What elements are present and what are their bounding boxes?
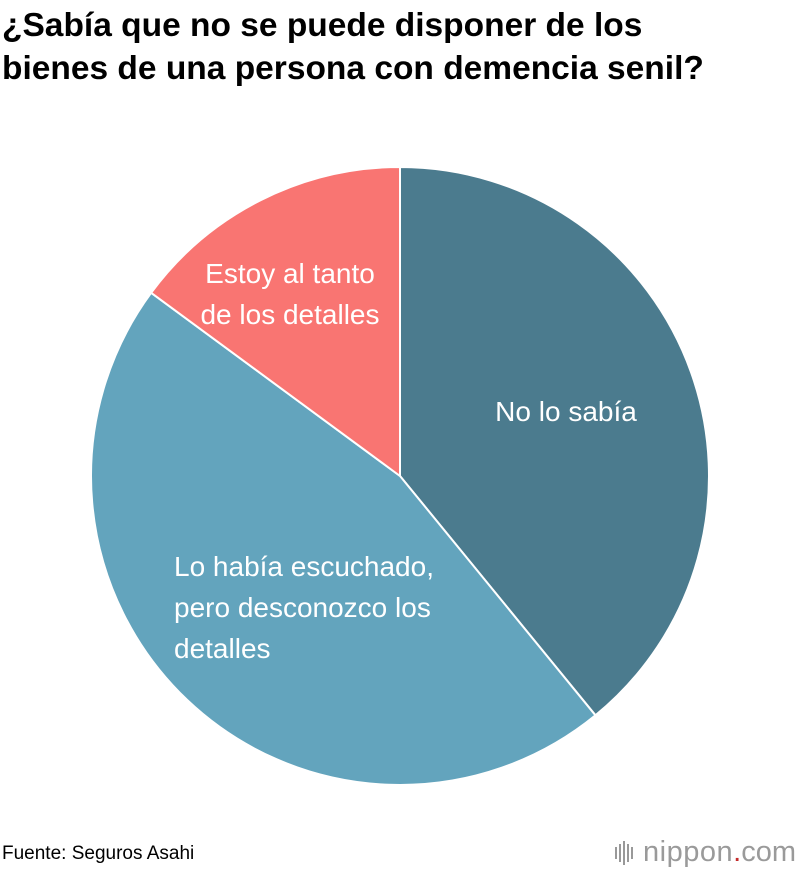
- brand-tld: com: [741, 836, 796, 868]
- slice-label-line: Lo había escuchado,: [174, 551, 434, 582]
- slice-label-line: pero desconozco los: [174, 592, 431, 623]
- brand-name: nippon: [643, 836, 734, 868]
- nippon-logo: nippon. com: [615, 836, 796, 869]
- slice-label-line: No lo sabía: [495, 396, 637, 427]
- brand-bars-icon: [615, 840, 635, 865]
- brand-dot: .: [733, 836, 742, 868]
- slice-estoy-al-tanto: [150, 166, 401, 477]
- slice-label-line: detalles: [174, 633, 271, 664]
- slice-no-lo-sabia: [399, 166, 710, 717]
- chart-title-line-1: ¿Sabía que no se puede disponer de los: [2, 7, 643, 44]
- chart-title: ¿Sabía que no se puede disponer de los b…: [2, 4, 798, 90]
- slice-label-line: de los detalles: [200, 299, 379, 330]
- label-lo-habia-escuchado: Lo había escuchado, pero desconozco los de…: [174, 551, 434, 664]
- chart-title-line-2: bienes de una persona con demencia senil…: [2, 50, 704, 87]
- source-note: Fuente: Seguros Asahi: [2, 843, 195, 864]
- slice-lo-habia-escuchado: [90, 291, 597, 786]
- slice-label-line: Estoy al tanto: [205, 258, 375, 289]
- label-no-lo-sabia: No lo sabía: [495, 396, 637, 427]
- label-estoy-al-tanto: Estoy al tanto de los detalles: [200, 258, 379, 330]
